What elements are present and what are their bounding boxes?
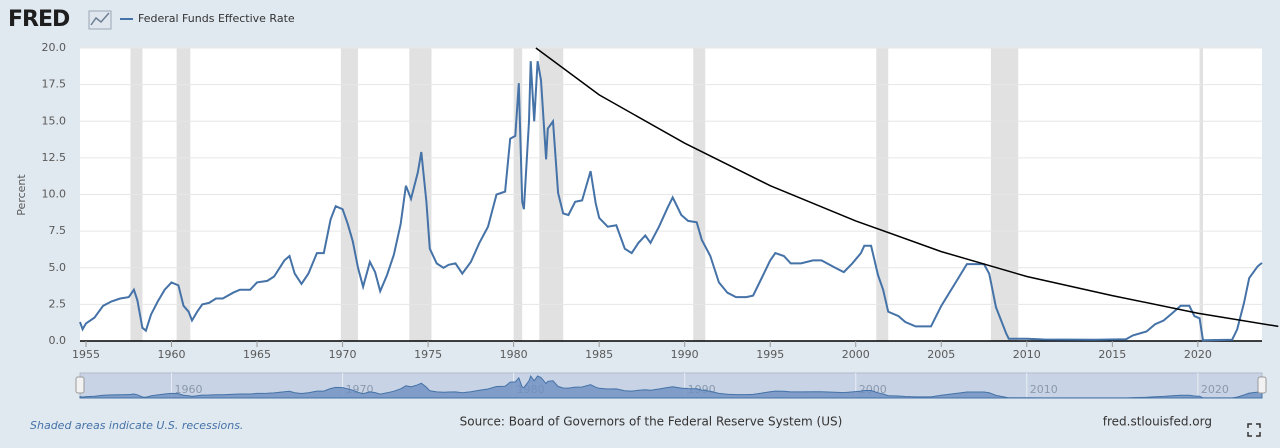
- x-tick-label: 2020: [1184, 348, 1212, 361]
- x-tick-label: 1995: [756, 348, 784, 361]
- x-tick-label: 2010: [1013, 348, 1041, 361]
- y-tick-label: 10.0: [42, 188, 67, 201]
- navigator-handle[interactable]: [1257, 376, 1267, 394]
- x-tick-label: 1970: [329, 348, 357, 361]
- logo-icon: [88, 10, 112, 30]
- x-tick-label: 2000: [842, 348, 870, 361]
- y-tick-label: 15.0: [42, 114, 67, 127]
- source: Source: Board of Governors of the Federa…: [460, 415, 843, 429]
- y-tick-label: 7.5: [49, 224, 67, 237]
- x-tick-label: 1980: [500, 348, 528, 361]
- x-tick-label: 1990: [671, 348, 699, 361]
- logo: FRED: [8, 7, 70, 32]
- x-tick-label: 1960: [158, 348, 186, 361]
- footnote: Shaded areas indicate U.S. recessions.: [30, 419, 243, 432]
- y-tick-label: 12.5: [42, 151, 67, 164]
- series-line: [79, 61, 1263, 342]
- y-tick-label: 2.5: [49, 297, 67, 310]
- legend-label: Federal Funds Effective Rate: [138, 12, 295, 25]
- x-tick-label: 2005: [927, 348, 955, 361]
- y-tick-label: 20.0: [42, 41, 67, 54]
- y-tick-label: 17.5: [42, 78, 67, 91]
- overlay-curve: [535, 47, 1279, 328]
- y-tick-label: 5.0: [49, 261, 67, 274]
- navigator-tick-label: 2010: [1030, 383, 1058, 396]
- y-tick-label: 0.0: [49, 334, 67, 347]
- navigator-area: [79, 374, 1263, 399]
- x-tick-label: 1975: [414, 348, 442, 361]
- navigator-tick-label: 2020: [1201, 383, 1229, 396]
- x-tick-label: 2015: [1098, 348, 1126, 361]
- x-tick-label: 1965: [243, 348, 271, 361]
- x-tick-label: 1955: [72, 348, 100, 361]
- y-axis-label: Percent: [15, 174, 28, 216]
- x-tick-label: 1985: [585, 348, 613, 361]
- site: fred.stlouisfed.org: [1103, 415, 1212, 429]
- fullscreen-icon[interactable]: [1247, 423, 1261, 437]
- navigator-tick-label: 1960: [175, 383, 203, 396]
- navigator-handle[interactable]: [75, 376, 85, 394]
